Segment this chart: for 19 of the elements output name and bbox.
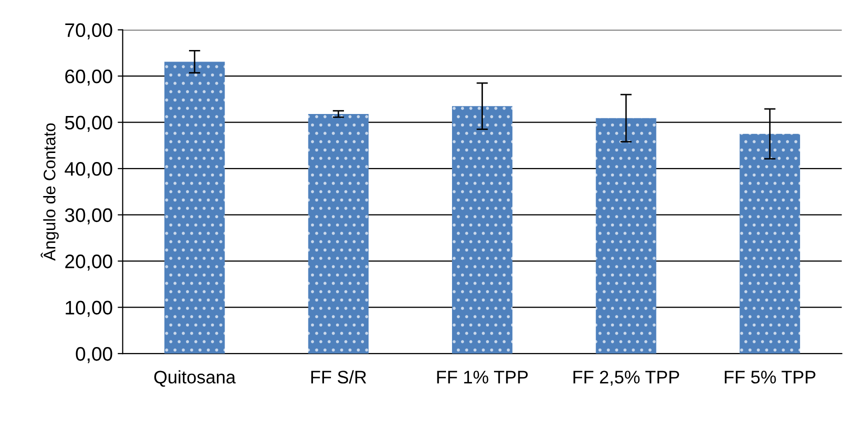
- y-tick-label: 70,00: [65, 23, 112, 40]
- y-tick-label: 0,00: [76, 347, 112, 364]
- x-tick-label: FF 2,5% TPP: [574, 370, 680, 386]
- x-tick-label: FF 1% TPP: [437, 370, 528, 384]
- x-tick-label: FF S/R: [311, 370, 366, 384]
- y-tick-label: 20,00: [65, 254, 112, 271]
- y-tick-label: 10,00: [66, 300, 112, 317]
- bar: [740, 134, 800, 354]
- bar: [308, 114, 369, 354]
- y-tick-label: 40,00: [64, 162, 112, 178]
- y-axis-title: Ângulo de Contato: [40, 123, 59, 261]
- y-tick-label: 60,00: [65, 70, 112, 86]
- y-tick-label: 50,00: [65, 116, 112, 132]
- x-tick-label: FF 5% TPP: [724, 370, 816, 384]
- bar: [596, 118, 656, 354]
- bar: [164, 62, 225, 354]
- bar: [452, 106, 512, 354]
- x-tick-label: Quitosana: [154, 370, 236, 387]
- y-tick-label: 30,00: [65, 208, 112, 224]
